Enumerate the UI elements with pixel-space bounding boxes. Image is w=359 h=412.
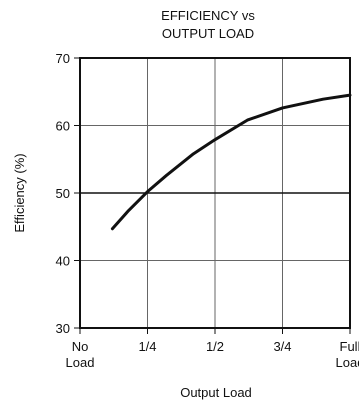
x-tick-label-0-line1: No xyxy=(72,339,89,354)
y-axis-title: Efficiency (%) xyxy=(12,153,27,232)
x-tick-label-3-line1: 3/4 xyxy=(273,339,291,354)
x-tick-label-1-line1: 1/4 xyxy=(138,339,156,354)
x-tick-label-0-line2: Load xyxy=(66,355,95,370)
x-axis-title: Output Load xyxy=(180,385,252,400)
y-tick-label-0: 30 xyxy=(56,321,70,336)
series-line-0 xyxy=(110,93,352,231)
y-tick-label-2: 50 xyxy=(56,186,70,201)
x-tick-label-4-line2: Load xyxy=(336,355,359,370)
chart-title-line1: EFFICIENCY vs xyxy=(161,8,255,23)
y-axis-ticks: 30 40 50 60 70 xyxy=(56,51,80,336)
chart-title-line2: OUTPUT LOAD xyxy=(162,26,254,41)
x-tick-label-4-line1: Full xyxy=(340,339,359,354)
y-tick-label-1: 40 xyxy=(56,254,70,269)
y-tick-label-4: 70 xyxy=(56,51,70,66)
x-tick-label-2-line1: 1/2 xyxy=(206,339,224,354)
y-tick-label-3: 60 xyxy=(56,119,70,134)
series-group xyxy=(110,93,352,231)
